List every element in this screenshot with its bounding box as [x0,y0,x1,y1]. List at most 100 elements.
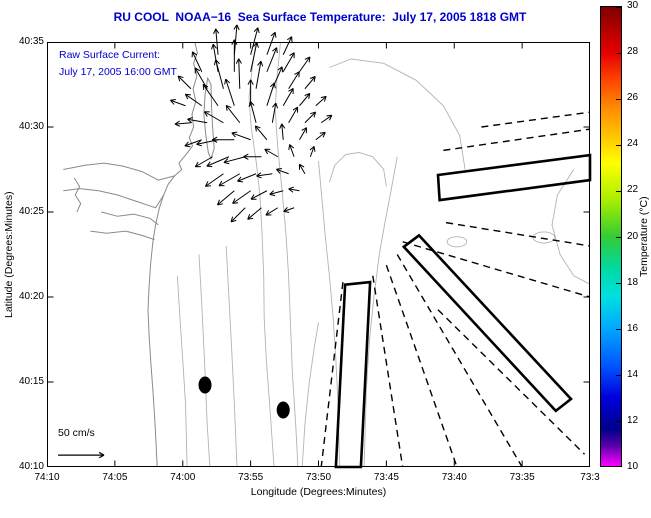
current-vector-head [276,47,278,54]
current-vector [304,111,316,124]
current-vector [288,106,299,124]
current-vector-head [326,114,332,117]
current-vector [288,71,300,90]
bathymetry-contour [318,160,341,468]
map-svg [47,24,592,469]
current-vector [225,105,241,124]
current-vector-head [257,60,262,66]
current-vector-head [274,32,277,38]
current-vector-head [213,59,217,66]
current-vector [254,125,268,141]
current-vector [250,27,259,55]
current-vector-head [231,131,238,134]
current-vector [250,42,258,72]
current-vector-head [213,28,217,35]
current-vector [223,156,246,163]
current-vector-head [276,168,281,174]
current-vector [174,122,191,125]
coastline [203,76,215,161]
current-vector [215,28,219,55]
current-vector-head [269,190,275,195]
current-vector-head [276,167,282,170]
current-vector-head [184,145,191,148]
current-vector-head [178,75,184,79]
buoy-marker [198,376,212,394]
current-vector-head [174,123,181,127]
current-vector-head [247,217,254,220]
current-vector-head [269,193,276,197]
y-tick-label: 40:10 [18,461,44,472]
coastline [63,162,175,181]
current-vector-head [257,27,260,34]
current-vector-head [256,175,262,179]
x-tick-label: 74:05 [102,472,128,483]
current-vector-head [247,214,251,220]
colorbar-tick-label: 20 [627,230,639,242]
colorbar-tick-mark [616,375,621,377]
current-vector [282,52,295,72]
current-vector-head [250,194,255,200]
colorbar-tick-mark [616,329,621,331]
current-vector-head [224,79,227,85]
y-tick-label: 40:30 [18,121,44,132]
dashed-bearing-line [445,221,591,247]
current-vector [185,93,203,107]
colorbar-label: Temperature (°C) [638,196,650,277]
current-vector-head [226,104,232,109]
current-vector [184,139,202,147]
scale-arrow-label: 50 cm/s [58,427,95,439]
current-vector-head [286,36,292,41]
y-axis-label: Latitude (Degrees:Minutes) [3,191,15,318]
current-vector-head [217,199,220,206]
current-vector-head [273,82,276,89]
current-vector-head [230,216,234,223]
current-vector-head [202,84,205,90]
current-vector-head [248,101,251,107]
current-vector-head [252,42,258,47]
current-vector-head [288,186,295,190]
x-tick-label: 73:40 [441,472,467,483]
plot-border [47,42,590,467]
colorbar-tick-mark [616,52,621,54]
dashed-bearing-line [481,111,591,128]
current-vector [276,168,289,175]
current-vector-head [247,79,252,85]
bathymetry-contour [274,41,299,468]
current-vector [289,144,295,157]
current-vector-head [212,136,218,141]
current-vector-head [187,117,193,120]
dashed-bearing-line [396,254,523,468]
y-tick-label: 40:25 [18,206,44,217]
colorbar-tick-label: 30 [627,0,639,11]
dashed-bearing-line [437,309,586,455]
current-vector [177,75,192,90]
current-vector [205,173,224,187]
scale-arrow-head [98,454,105,459]
current-vector-head [249,101,255,106]
current-vector-head [279,123,283,130]
current-vector-head [177,75,181,82]
coastline [147,41,198,468]
bathymetry-contour-loop [446,236,468,248]
current-vector-head [288,88,294,92]
current-vector-head [223,161,230,165]
current-vector-head [256,42,259,48]
current-vector-head [215,28,220,34]
current-vector [299,127,307,140]
current-vector-head [217,203,223,206]
bathymetry-contour [363,156,398,468]
current-vector-head [275,102,279,109]
current-vector-head [243,156,249,160]
current-vector-head [231,132,236,138]
current-vector-head [235,58,240,64]
scale-arrow-head [98,451,105,456]
current-vector-head [194,161,199,168]
bathymetry-contour-loop [532,231,556,244]
colorbar-tick-label: 12 [627,414,639,426]
current-vector-head [309,76,316,79]
current-vector-head [206,161,211,167]
survey-box [436,153,592,202]
current-vector [249,101,257,123]
current-vector [281,123,284,140]
